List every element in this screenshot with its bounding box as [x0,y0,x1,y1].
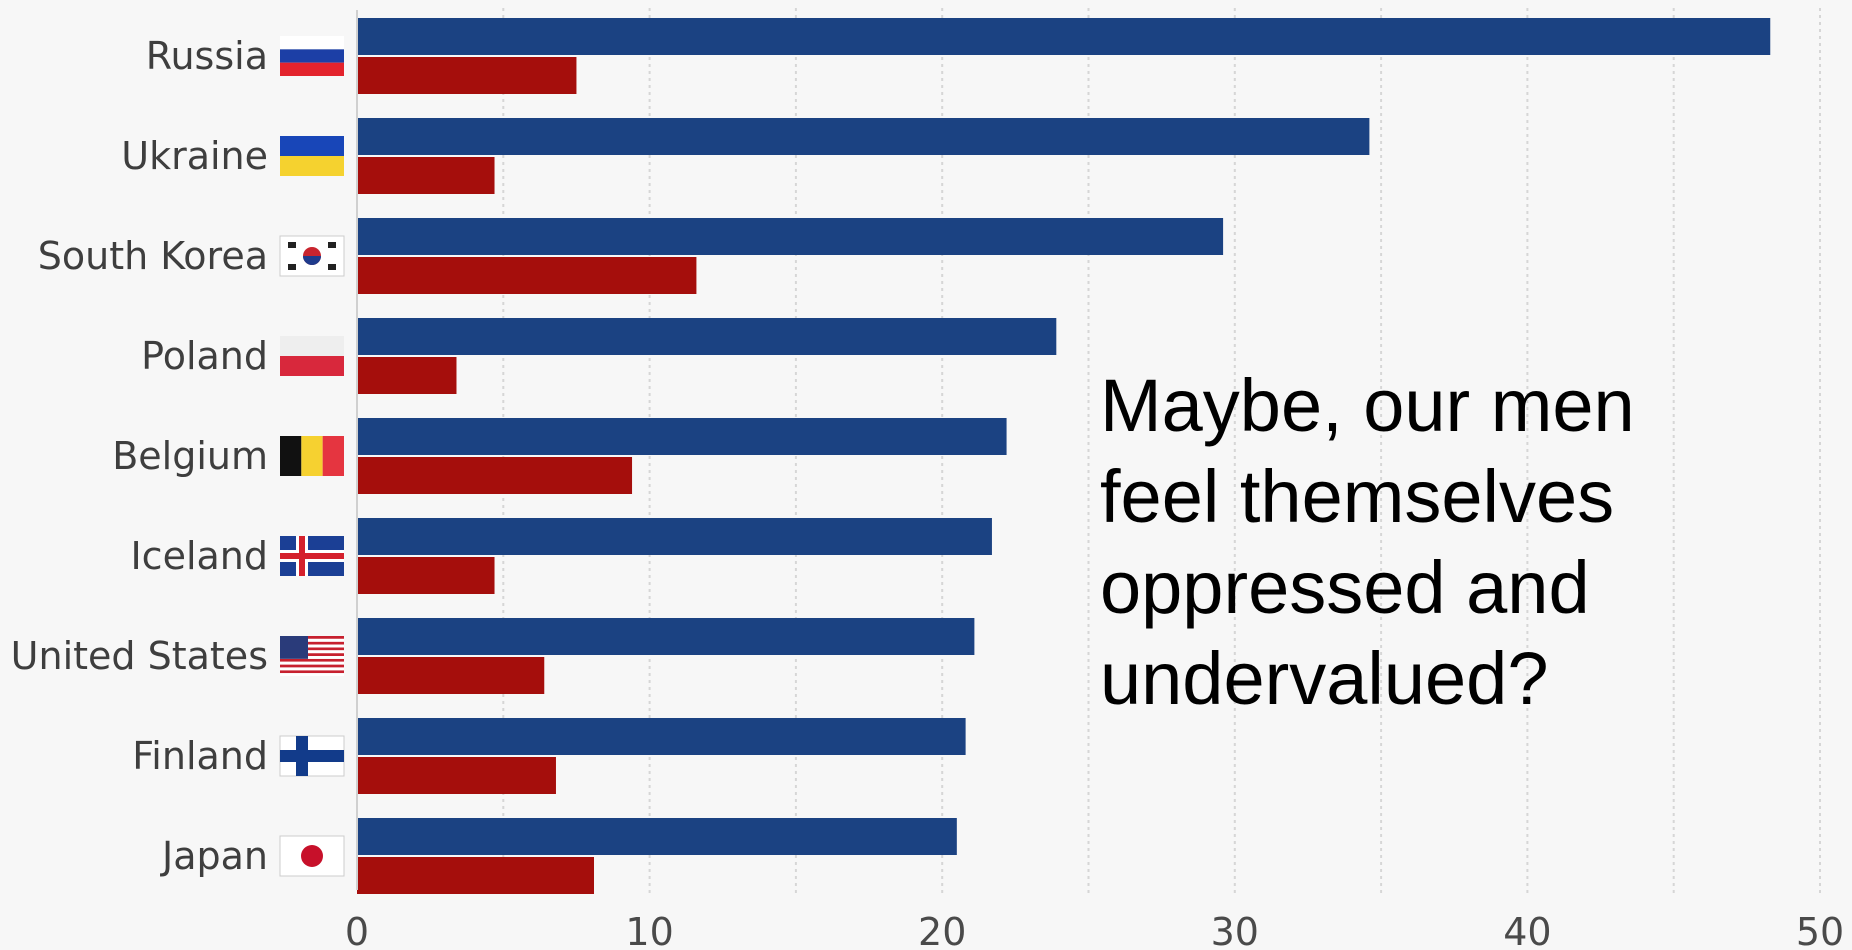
x-tick-label: 0 [345,910,369,950]
bar [357,257,697,294]
bar [357,818,957,855]
x-tick-label: 30 [1211,910,1259,950]
bar [357,418,1007,455]
bar [357,57,577,94]
category-label: Russia [146,34,268,78]
category-label: United States [11,634,268,678]
annotation-line: feel themselves [1100,455,1615,538]
bar [357,157,495,194]
category-label: Ukraine [121,134,268,178]
annotation-line: undervalued? [1100,637,1549,720]
category-label: Belgium [112,434,268,478]
x-tick-label: 20 [918,910,966,950]
bar [357,557,495,594]
annotation-text: Maybe, our men feel themselves oppressed… [1100,360,1800,724]
poland-flag [280,336,344,376]
x-tick-label: 50 [1796,910,1844,950]
japan-flag [279,835,345,877]
category-label: South Korea [38,234,268,278]
bar [357,718,966,755]
bar [357,457,633,494]
bar [357,518,992,555]
x-tick-label: 10 [625,910,673,950]
category-label: Finland [132,734,268,778]
bar [357,757,556,794]
bar [357,118,1370,155]
flags [279,36,345,877]
bar [357,218,1224,255]
bar [357,618,975,655]
bar [357,318,1057,355]
ukraine-flag [280,136,344,176]
bar [357,357,457,394]
annotation-line: Maybe, our men [1100,364,1635,447]
bars [357,18,1771,894]
category-labels: Russia Ukraine South Korea Poland Belgium Ice… [11,34,268,878]
bar [357,18,1771,55]
russia-flag [280,36,344,76]
x-axis-ticks: 0 10 20 30 40 50 [345,910,1844,950]
annotation-line: oppressed and [1100,546,1590,629]
bar [357,857,595,894]
bar [357,657,545,694]
category-label: Poland [141,334,268,378]
iceland-flag [280,536,344,576]
category-label: Japan [160,834,268,878]
category-label: Iceland [130,534,268,578]
south-korea-flag [279,235,345,277]
united-states-flag [280,636,344,676]
x-tick-label: 40 [1503,910,1551,950]
finland-flag [279,735,345,777]
belgium-flag [280,436,344,476]
